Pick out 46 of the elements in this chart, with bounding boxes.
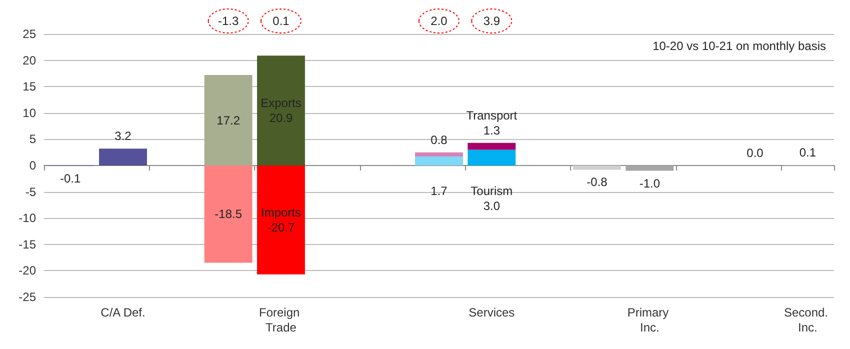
y-tick-label: 0 bbox=[29, 158, 36, 172]
y-tick-label: 15 bbox=[22, 80, 36, 94]
data-label: -0.1 bbox=[60, 172, 81, 186]
text: 0.1 bbox=[272, 14, 290, 28]
data-label: 3.2 bbox=[114, 129, 132, 144]
data-label: 17.2 bbox=[216, 113, 240, 128]
data-label: -1.0 bbox=[639, 176, 660, 190]
bar bbox=[415, 152, 463, 157]
y-tick-label: -25 bbox=[18, 290, 36, 304]
data-label: 0.8 bbox=[430, 132, 448, 147]
bar bbox=[204, 75, 252, 166]
bar bbox=[257, 166, 305, 274]
x-tick-label: C/A Def. bbox=[100, 306, 146, 320]
bar bbox=[415, 156, 463, 166]
data-label: Tourism 3.0 bbox=[470, 184, 513, 213]
text: 3.9 bbox=[483, 14, 500, 28]
x-tick-label: Foreign Trade bbox=[258, 306, 304, 334]
text: -1.3 bbox=[218, 14, 239, 28]
x-tick-label: Primary Inc. bbox=[627, 306, 672, 334]
x-tick-label: Second. Inc. bbox=[784, 306, 832, 334]
data-label: -0.8 bbox=[586, 175, 608, 190]
bar bbox=[468, 142, 516, 150]
bar bbox=[626, 166, 674, 171]
y-tick-label: 10 bbox=[22, 106, 36, 120]
data-label: 0.1 bbox=[799, 145, 816, 160]
bar bbox=[468, 150, 516, 166]
y-tick-label: 25 bbox=[22, 27, 36, 41]
data-label: -18.5 bbox=[214, 207, 242, 222]
data-label: Exports 20.9 bbox=[260, 96, 302, 126]
text: 2.0 bbox=[430, 14, 448, 28]
x-tick-label: Services bbox=[468, 306, 515, 320]
data-label: Transport 1.3 bbox=[466, 108, 518, 138]
bar bbox=[257, 56, 305, 166]
bar bbox=[99, 148, 147, 166]
y-tick-label: -15 bbox=[18, 237, 36, 252]
data-label: Imports -20.7 bbox=[260, 205, 302, 234]
annotation: 10-20 vs 10-21 on monthly basis bbox=[652, 39, 826, 53]
y-tick-label: 20 bbox=[22, 53, 36, 68]
y-tick-label: -10 bbox=[18, 211, 36, 226]
bar bbox=[204, 166, 252, 263]
bar bbox=[573, 166, 621, 170]
y-tick-label: -20 bbox=[18, 264, 36, 278]
data-label: 1.7 bbox=[430, 184, 448, 198]
data-label: 0.0 bbox=[746, 146, 764, 160]
y-tick-label: -5 bbox=[25, 184, 36, 199]
y-tick-label: 5 bbox=[29, 132, 36, 146]
